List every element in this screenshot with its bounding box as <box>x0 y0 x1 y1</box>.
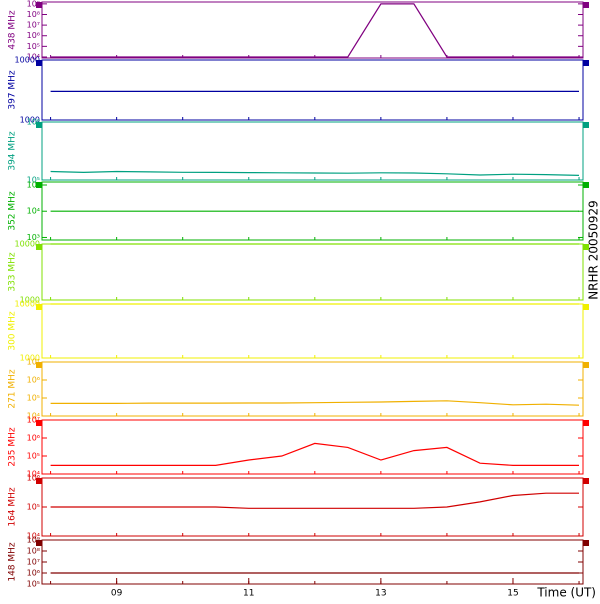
y-tick-label: 10⁵ <box>27 580 40 589</box>
data-line <box>51 401 579 405</box>
y-tick-label: 10⁵ <box>27 503 40 512</box>
edge-block <box>583 182 589 188</box>
edge-block <box>36 540 42 546</box>
y-tick-label: 10⁶ <box>27 569 40 578</box>
y-tick-label: 10⁵ <box>27 42 40 51</box>
edge-block <box>583 362 589 368</box>
y-axis-label: 235 MHz <box>8 427 18 467</box>
edge-block <box>36 182 42 188</box>
edge-block <box>583 304 589 310</box>
y-axis-label: 148 MHz <box>8 542 18 582</box>
edge-block <box>36 362 42 368</box>
x-tick-label: 15 <box>507 589 518 599</box>
y-axis-label: 271 MHz <box>8 369 18 409</box>
y-axis-label: 352 MHz <box>8 191 18 231</box>
edge-block <box>583 478 589 484</box>
edge-block <box>583 420 589 426</box>
edge-block <box>36 304 42 310</box>
panel-frame <box>42 540 583 584</box>
y-tick-label: 10⁶ <box>27 434 40 443</box>
data-line <box>51 4 579 57</box>
x-axis-label: Time (UT) <box>536 586 596 600</box>
panel-frame <box>42 60 583 120</box>
x-tick-label: 09 <box>111 589 123 599</box>
y-axis-label: 164 MHz <box>8 487 18 527</box>
edge-block <box>36 420 42 426</box>
y-axis-label: 300 MHz <box>8 311 18 351</box>
y-axis-label: 333 MHz <box>8 252 18 292</box>
y-tick-label: 10⁷ <box>27 21 40 30</box>
y-axis-label: 397 MHz <box>8 70 18 110</box>
y-tick-label: 10⁶ <box>27 376 40 385</box>
y-tick-label: 10⁸ <box>27 547 40 556</box>
y-tick-label: 10⁶ <box>27 31 40 40</box>
data-line <box>51 172 579 176</box>
edge-block <box>36 244 42 250</box>
y-tick-label: 10⁵ <box>27 394 40 403</box>
data-line <box>51 443 579 465</box>
edge-block <box>36 478 42 484</box>
edge-block <box>583 540 589 546</box>
y-tick-label: 10⁴ <box>27 207 40 216</box>
x-tick-label: 13 <box>375 589 386 599</box>
y-tick-label: 10⁸ <box>27 10 40 19</box>
panel-frame <box>42 244 583 300</box>
edge-block <box>583 2 589 8</box>
y-axis-label: 394 MHz <box>8 131 18 171</box>
panel-frame <box>42 362 583 416</box>
x-tick-label: 11 <box>243 589 254 599</box>
y-tick-label: 10⁵ <box>27 452 40 461</box>
panel-frame <box>42 304 583 358</box>
edge-block <box>36 60 42 66</box>
data-line <box>51 493 579 508</box>
edge-block <box>36 122 42 128</box>
edge-block <box>583 60 589 66</box>
edge-block <box>583 244 589 250</box>
y-axis-label: 438 MHz <box>8 10 18 50</box>
y-tick-label: 10⁷ <box>27 558 40 567</box>
edge-block <box>583 122 589 128</box>
edge-block <box>36 2 42 8</box>
panel-frame <box>42 2 583 58</box>
